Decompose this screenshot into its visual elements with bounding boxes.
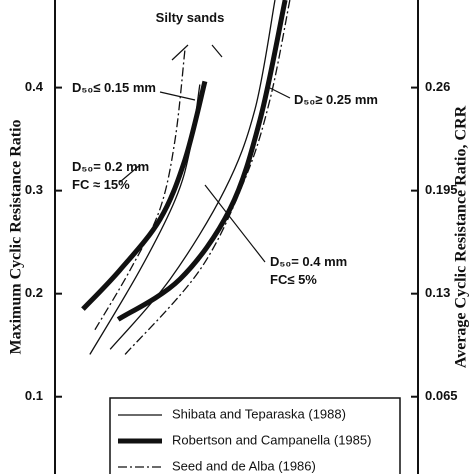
legend-entries: Shibata and Teparaska (1988) Robertson an… xyxy=(118,406,371,473)
legend-label: Shibata and Teparaska (1988) xyxy=(172,406,346,421)
curve xyxy=(109,0,276,350)
legend-label: Robertson and Campanella (1985) xyxy=(172,432,371,447)
annotation: FC≤ 5% xyxy=(270,272,317,287)
annotation: FC ≈ 15% xyxy=(72,177,130,192)
annotation: D₅₀= 0.4 mm xyxy=(270,254,347,269)
leader xyxy=(119,164,141,183)
leader xyxy=(171,44,223,61)
y-tick-label: 0.4 xyxy=(25,79,44,94)
y2-tick-label: 0.13 xyxy=(425,285,450,300)
y2-tick-label: 0.26 xyxy=(425,79,450,94)
y-tick-label: 0.2 xyxy=(25,285,43,300)
curve xyxy=(89,84,201,355)
annotation: Silty sands xyxy=(156,10,225,25)
y-axis-label: Maximum Cyclic Resistance Ratio xyxy=(8,119,25,354)
curve xyxy=(94,49,186,331)
leader xyxy=(269,87,291,99)
curve xyxy=(116,0,288,322)
curve xyxy=(81,80,208,311)
y-tick-label: 0.1 xyxy=(25,388,43,403)
annotation: D₅₀≥ 0.25 mm xyxy=(294,92,378,107)
annotation: D₅₀≤ 0.15 mm xyxy=(72,80,156,95)
leader xyxy=(204,184,266,263)
plot xyxy=(81,0,291,355)
y2-tick-label: 0.195 xyxy=(425,182,458,197)
annotation: D₅₀= 0.2 mm xyxy=(72,159,149,174)
leader xyxy=(159,91,196,101)
y2-tick-label: 0.065 xyxy=(425,388,458,403)
annotation-arrows xyxy=(119,44,291,263)
curve xyxy=(124,0,291,355)
y-tick-label: 0.3 xyxy=(25,182,43,197)
legend xyxy=(109,397,401,474)
legend-label: Seed and de Alba (1986) xyxy=(172,458,316,473)
y2-axis-label: Average Cyclic Resistance Ratio, CRR xyxy=(453,105,470,368)
